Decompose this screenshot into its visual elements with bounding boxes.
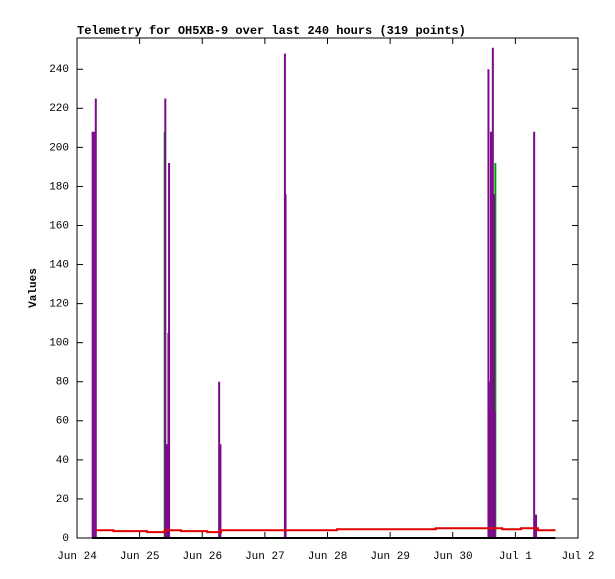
- y-tick-label: 160: [49, 220, 69, 232]
- y-tick-label: 0: [62, 533, 69, 545]
- x-tick-label: Jun 27: [245, 551, 285, 563]
- chart-title: Telemetry for OH5XB-9 over last 240 hour…: [77, 24, 466, 38]
- y-tick-label: 180: [49, 181, 69, 193]
- y-tick-label: 40: [56, 455, 69, 467]
- x-tick-label: Jul 2: [561, 551, 594, 563]
- y-tick-label: 240: [49, 64, 69, 76]
- line: [95, 527, 556, 534]
- x-tick-label: Jul 1: [499, 551, 532, 563]
- y-tick-label: 20: [56, 494, 69, 506]
- x-tick-label: Jun 28: [308, 551, 348, 563]
- y-axis-label: Values: [28, 268, 40, 308]
- y-tick-label: 200: [49, 142, 69, 154]
- x-tick-label: Jun 30: [433, 551, 473, 563]
- x-tick-label: Jun 26: [182, 551, 222, 563]
- y-tick-label: 100: [49, 338, 69, 350]
- y-tick-label: 140: [49, 259, 69, 271]
- y-tick-label: 220: [49, 103, 69, 115]
- x-tick-label: Jun 24: [57, 551, 97, 563]
- y-tick-label: 60: [56, 416, 69, 428]
- y-tick-label: 120: [49, 299, 69, 311]
- x-tick-label: Jun 25: [120, 551, 160, 563]
- x-tick-label: Jun 29: [370, 551, 410, 563]
- y-tick-label: 80: [56, 377, 69, 389]
